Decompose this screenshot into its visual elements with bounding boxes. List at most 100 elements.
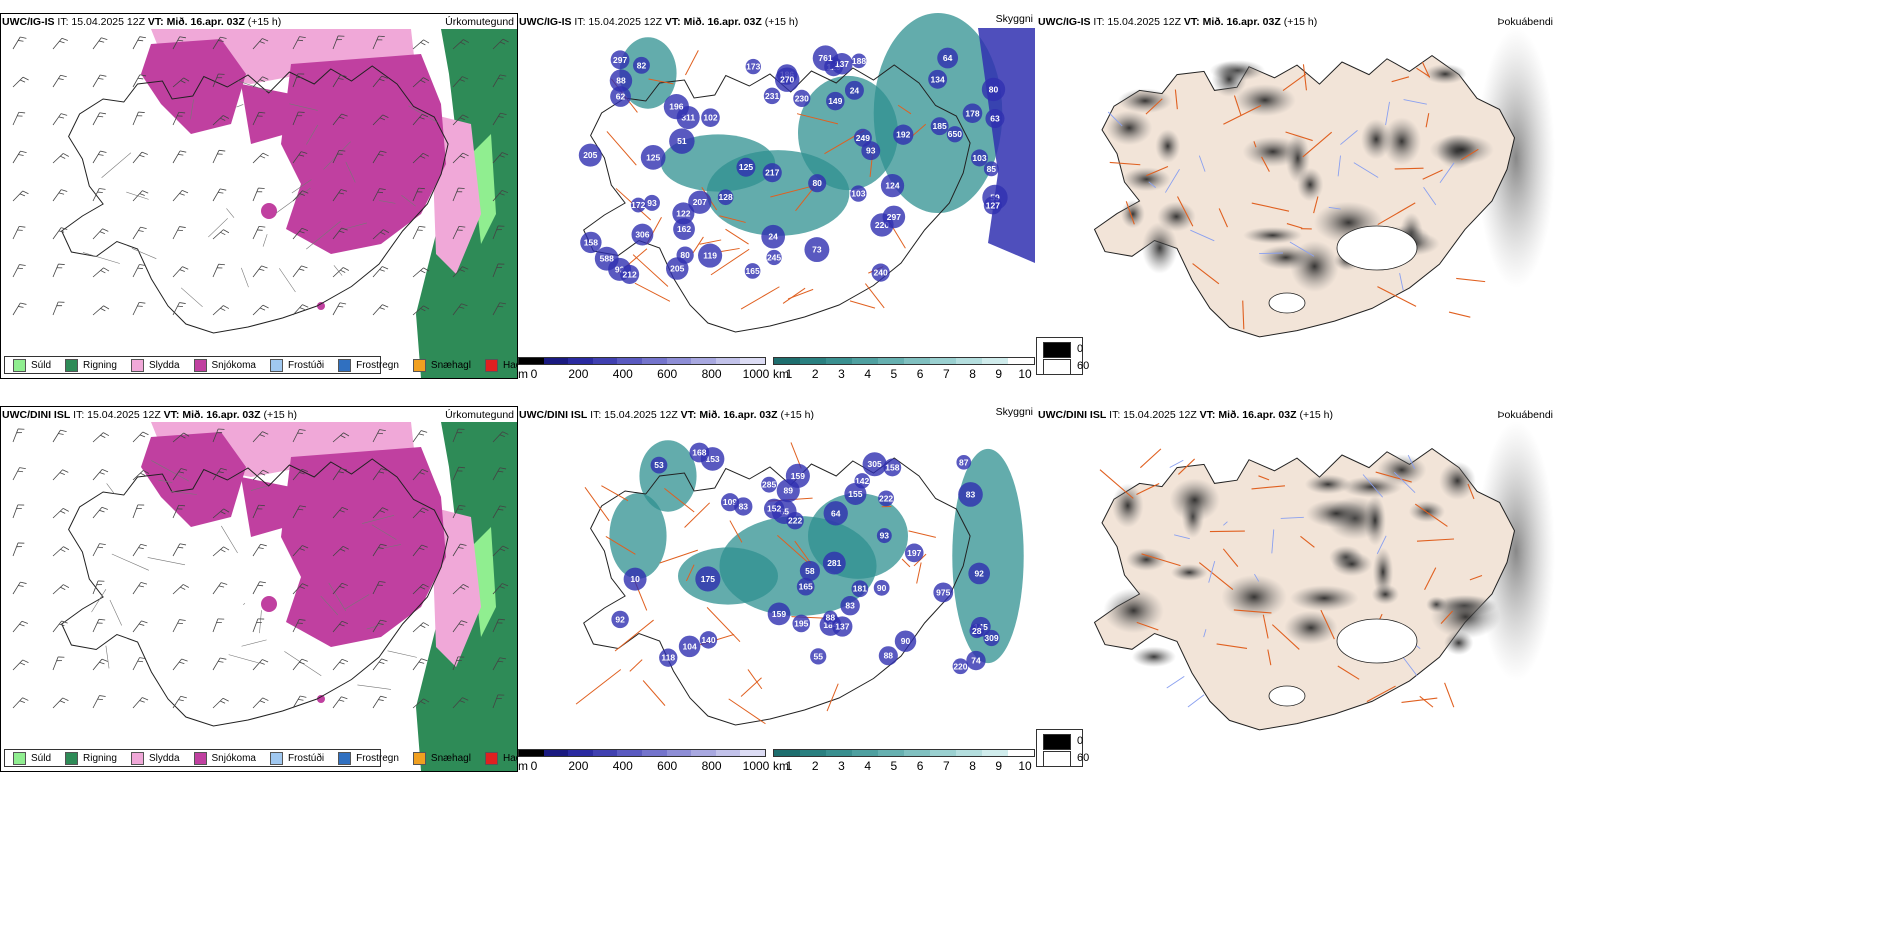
- low-cloud-patch: [893, 124, 914, 145]
- legend-swatch: [412, 751, 426, 765]
- road: [82, 252, 120, 264]
- colorbar-segment: [592, 750, 618, 756]
- low-cloud-patch: [840, 596, 860, 616]
- fog-indicator: [1284, 610, 1338, 645]
- low-cloud-patch: [793, 89, 811, 107]
- fog-map-top: [1093, 28, 1555, 338]
- wind-barb: [132, 264, 146, 278]
- road: [208, 218, 228, 238]
- colorbar-tick: 400: [612, 759, 633, 773]
- cloudbase-label: 975: [936, 587, 950, 597]
- fog-indicator: [1340, 476, 1403, 498]
- cloudbase-label: 588: [600, 254, 614, 264]
- cloudbase-label: 162: [677, 224, 691, 234]
- wind-barb: [132, 190, 149, 202]
- precip-legend-item: Rigning: [65, 751, 117, 765]
- road: [401, 195, 416, 207]
- legend-label: Súld: [31, 752, 52, 764]
- colorbar-tick: 3: [838, 759, 845, 773]
- low-cloud-patch: [698, 243, 723, 268]
- colorbar-segment: [691, 750, 716, 756]
- cloudbase-label: 109: [723, 497, 737, 507]
- wind-barb: [52, 301, 65, 316]
- road: [1444, 682, 1455, 708]
- wind-barb: [252, 225, 266, 240]
- wind-barb: [212, 618, 225, 633]
- wind-barb: [52, 469, 69, 481]
- wind-barb: [492, 583, 509, 595]
- low-cloud-patch: [962, 103, 983, 124]
- road: [320, 595, 339, 616]
- wind-barb: [372, 229, 390, 240]
- low-cloud-patch: [983, 196, 1002, 215]
- cloud-map-bottom: 165 55 65 305 83 90 109 74 83 93 88 83 92 104 153 181 15…: [575, 440, 1024, 726]
- road: [1136, 482, 1160, 495]
- wind-barb: [12, 190, 29, 202]
- road: [606, 131, 637, 166]
- wind-barb: [332, 227, 348, 240]
- road: [221, 525, 238, 554]
- legend-swatch: [193, 358, 207, 372]
- precip-legend-item: Súld: [13, 358, 51, 372]
- road: [328, 582, 347, 612]
- wind-barb: [332, 149, 346, 164]
- road: [241, 639, 267, 647]
- road: [826, 683, 839, 712]
- fog-scale-swatch-low: [1043, 751, 1071, 767]
- road: [629, 659, 643, 672]
- road: [1178, 458, 1196, 475]
- low-visibility-area: [639, 440, 697, 512]
- cloudbase-label: 63: [990, 114, 1000, 124]
- wind-barb: [92, 658, 108, 671]
- river: [1376, 535, 1387, 555]
- colorbar-segment: [800, 750, 826, 756]
- wind-barb: [292, 304, 309, 316]
- legend-label: Haglél: [502, 359, 517, 371]
- low-cloud-patch: [763, 87, 781, 105]
- low-cloud-patch: [734, 497, 753, 516]
- fog-indicator: [1304, 474, 1352, 495]
- cloudbase-label: 175: [701, 574, 715, 584]
- low-cloud-patch: [983, 629, 1000, 647]
- river: [1328, 206, 1341, 210]
- low-cloud-patch: [823, 610, 838, 625]
- cloudbase-label: 102: [703, 113, 717, 123]
- low-cloud-patch: [792, 614, 811, 633]
- wind-barb: [52, 113, 68, 126]
- wind-barb: [412, 698, 430, 709]
- road: [243, 602, 246, 605]
- road: [664, 488, 695, 513]
- colorbar-segment: [826, 358, 852, 364]
- wind-barb: [372, 468, 388, 481]
- river: [1259, 252, 1283, 255]
- road: [1233, 609, 1272, 614]
- cloudbase-label: 220: [875, 220, 889, 230]
- fog-indicator: [1233, 83, 1296, 117]
- wind-barb: [252, 659, 269, 671]
- road: [634, 282, 671, 302]
- wind-barb: [172, 111, 186, 126]
- wind-barb: [372, 581, 386, 595]
- precip-legend-item: Frostregn: [338, 751, 399, 765]
- colorbar-tick: 9: [995, 367, 1003, 381]
- cloudbase-label: 205: [583, 150, 597, 160]
- wind-barb: [132, 431, 149, 443]
- cloud-panel-name-top: Skyggni: [995, 13, 1033, 25]
- wind-barb: [372, 75, 388, 88]
- fog-indicator: [1371, 584, 1400, 605]
- coastline: [61, 65, 449, 334]
- wind-barb: [492, 431, 509, 443]
- road: [226, 208, 235, 218]
- low-cloud-patch: [969, 623, 984, 639]
- low-cloud-patch: [851, 53, 867, 69]
- cloudbase-label: 93: [647, 198, 657, 208]
- road: [684, 502, 711, 528]
- legend-swatch: [13, 358, 26, 372]
- road: [109, 599, 122, 626]
- low-cloud-patch: [880, 173, 905, 198]
- low-cloud-patch: [904, 543, 924, 563]
- colorbar-segment: [543, 750, 569, 756]
- road: [770, 185, 813, 198]
- wind-barb: [292, 583, 309, 595]
- wind-barb: [172, 36, 186, 50]
